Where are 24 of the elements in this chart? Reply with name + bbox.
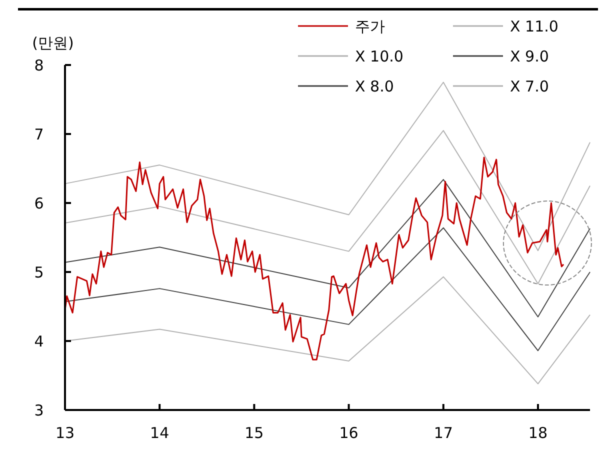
line-series bbox=[64, 227, 590, 352]
legend-label: X 11.0 bbox=[510, 17, 558, 36]
x-tick-label: 14 bbox=[150, 424, 170, 442]
x-tick-label: 17 bbox=[434, 424, 453, 442]
x-tick-label: 13 bbox=[55, 424, 75, 442]
y-tick-label: 5 bbox=[34, 263, 44, 282]
y-tick-label: 4 bbox=[34, 332, 44, 350]
line-series bbox=[64, 179, 590, 318]
line-series bbox=[64, 156, 564, 360]
y-tick-label: 3 bbox=[34, 401, 44, 420]
x-tick-label: 15 bbox=[244, 424, 264, 442]
y-tick-label: 7 bbox=[34, 125, 44, 144]
legend-label: X 9.0 bbox=[510, 47, 549, 66]
y-tick-label: 8 bbox=[34, 56, 44, 74]
legend-label: X 8.0 bbox=[355, 77, 394, 96]
x-tick-label: 18 bbox=[528, 424, 548, 442]
line-series bbox=[64, 130, 590, 284]
legend-label: 주가 bbox=[355, 17, 385, 36]
y-tick-label: 6 bbox=[34, 194, 44, 212]
y-axis-title: (만원) bbox=[32, 34, 74, 52]
line-series bbox=[64, 82, 590, 252]
legend-label: X 10.0 bbox=[355, 47, 404, 66]
x-tick-label: 16 bbox=[339, 424, 358, 442]
legend-label: X 7.0 bbox=[510, 77, 549, 96]
